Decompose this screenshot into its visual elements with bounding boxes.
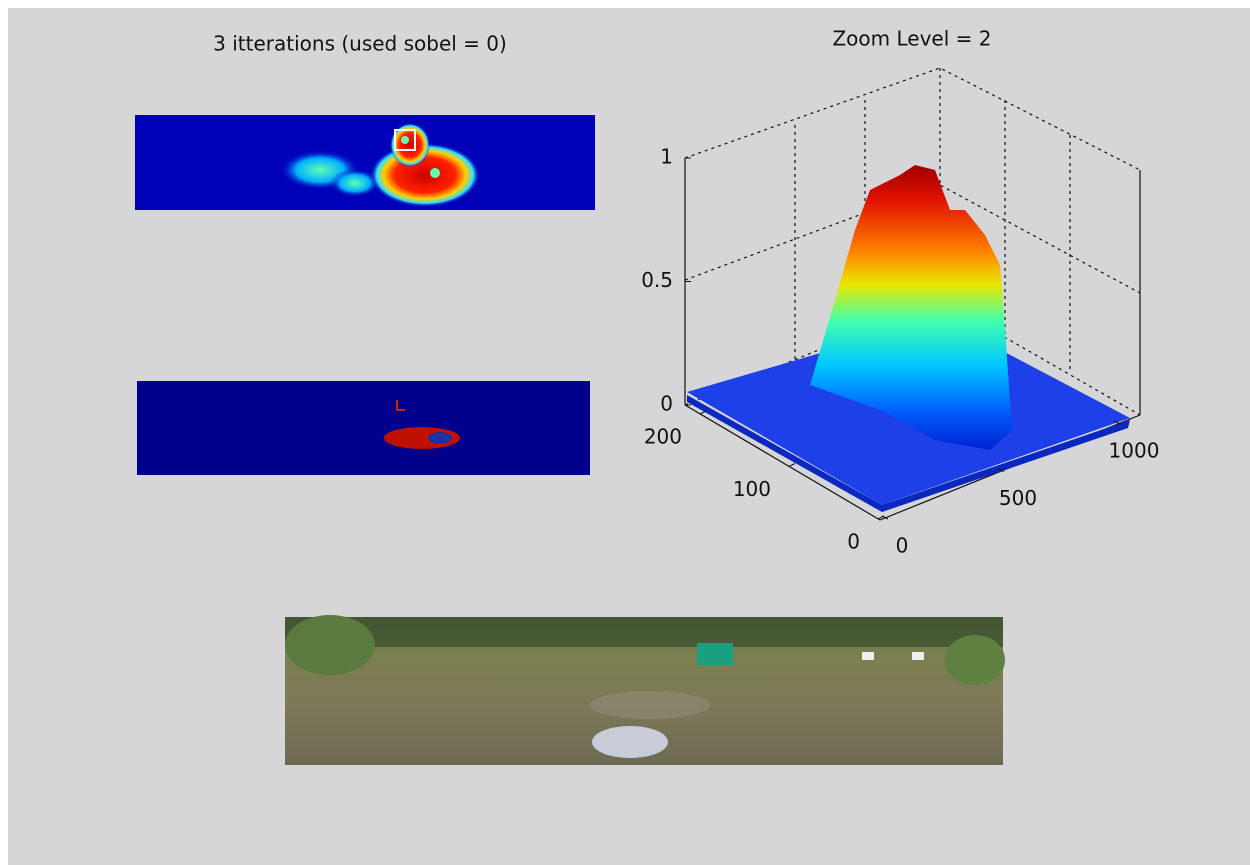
tick-label: 0 — [847, 530, 860, 554]
tick-label: 200 — [644, 425, 682, 449]
tick-label: 0.5 — [641, 268, 673, 292]
heatmap-image — [135, 115, 595, 210]
tick-label: 1000 — [1109, 439, 1160, 463]
tick-label: 0 — [896, 534, 909, 558]
tick-label: 1 — [660, 145, 673, 169]
mask-image — [137, 381, 590, 475]
plot-title: Zoom Level = 2 — [832, 27, 991, 51]
tick-label: 0 — [660, 392, 673, 416]
tick-label: 100 — [733, 477, 771, 501]
tick-label: 500 — [999, 486, 1037, 510]
matlab-figure: 3 itterations (used sobel = 0) Zoom Leve… — [0, 0, 1250, 865]
panel-title: 3 itterations (used sobel = 0) — [213, 32, 507, 56]
